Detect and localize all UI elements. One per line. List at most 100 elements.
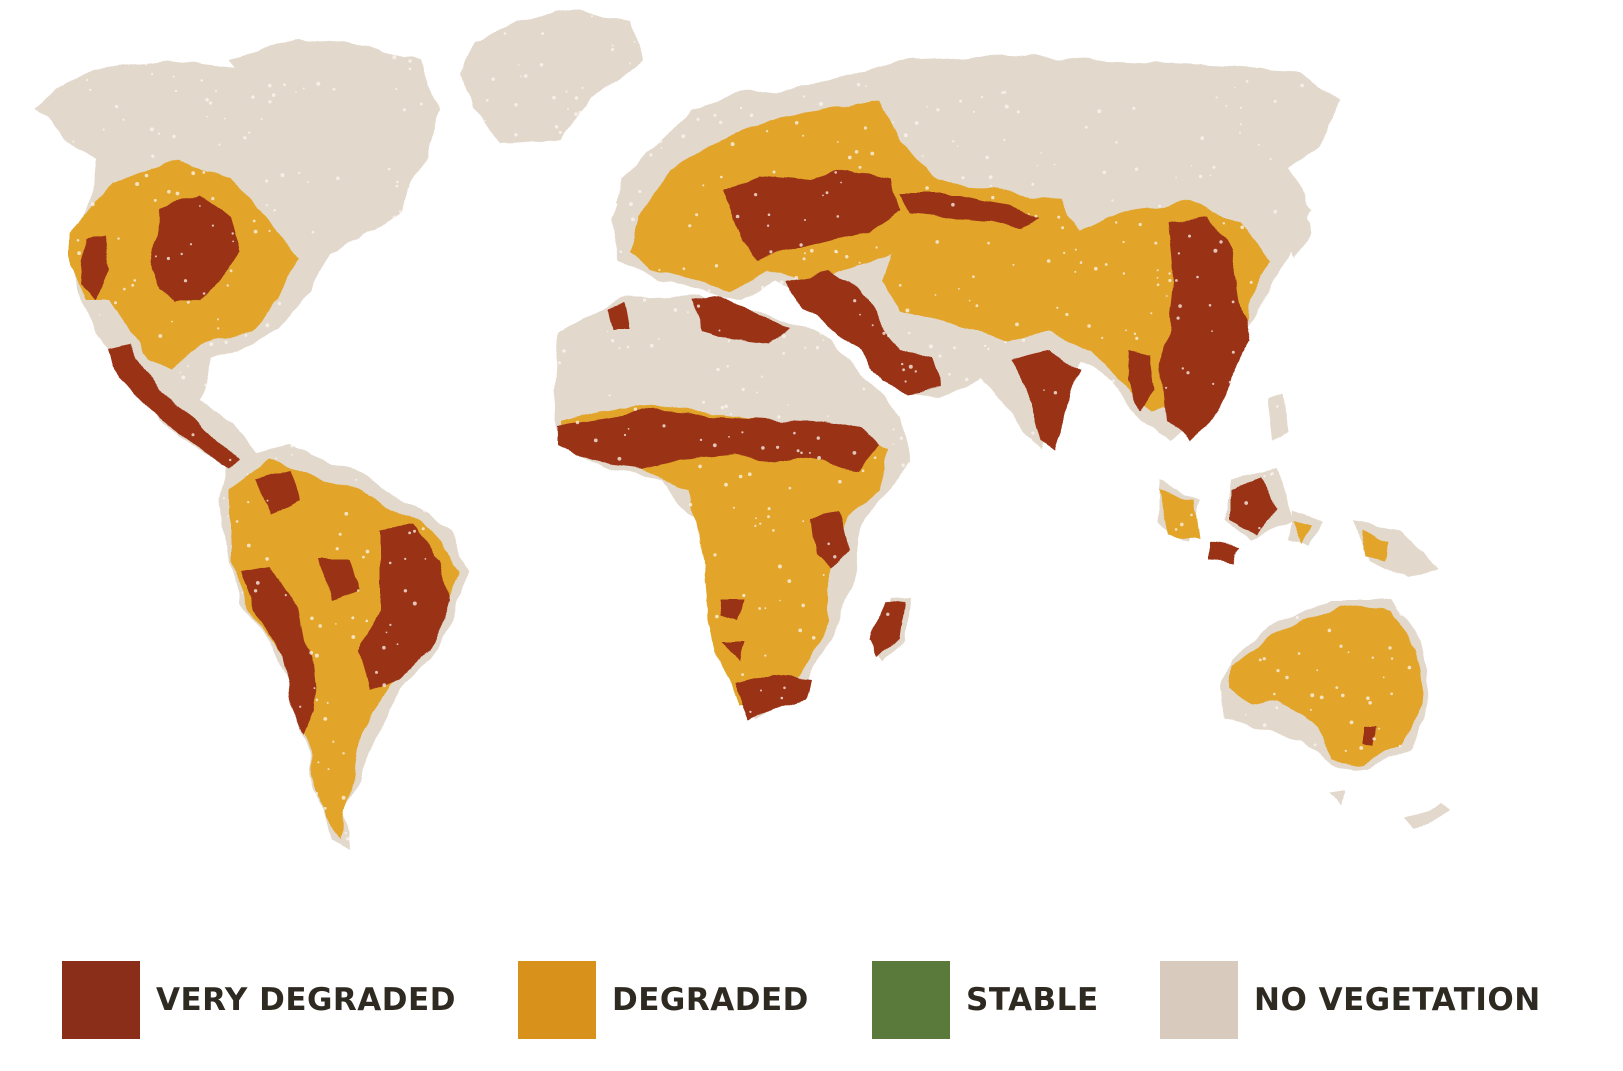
speckle-dot — [158, 334, 163, 338]
speckle-dot — [122, 463, 125, 466]
speckle-dot — [698, 464, 702, 469]
speckle-dot — [211, 546, 215, 550]
speckle-dot — [840, 181, 842, 184]
speckle-dot — [700, 701, 702, 704]
speckle-dot — [100, 516, 105, 520]
speckle-dot — [1102, 170, 1107, 175]
speckle-dot — [766, 224, 770, 227]
speckle-dot — [896, 683, 900, 686]
speckle-dot — [418, 793, 421, 795]
speckle-dot — [908, 364, 913, 369]
speckle-dot — [808, 451, 811, 454]
speckle-dot — [611, 44, 614, 47]
speckle-dot — [871, 324, 874, 327]
speckle-dot — [382, 233, 386, 237]
speckle-dot — [1234, 86, 1236, 89]
speckle-dot — [1225, 104, 1228, 107]
speckle-dot — [748, 472, 752, 477]
speckle-dot — [959, 99, 963, 103]
speckle-dot — [811, 706, 814, 710]
speckle-dot — [135, 182, 140, 186]
speckle-dot — [1212, 165, 1216, 169]
speckle-dot — [1316, 669, 1319, 672]
speckle-dot — [85, 78, 89, 82]
speckle-dot — [375, 670, 378, 674]
speckle-dot — [575, 420, 580, 425]
world-vegetation-map — [35, 10, 1451, 850]
speckle-dot — [131, 283, 135, 287]
speckle-dot — [827, 415, 829, 418]
speckle-dot — [241, 615, 245, 619]
speckle-dot — [246, 543, 251, 548]
speckle-dot — [899, 436, 904, 440]
speckle-dot — [720, 405, 725, 410]
speckle-dot — [822, 194, 824, 197]
speckle-dot — [229, 269, 233, 273]
speckle-dot — [1349, 720, 1354, 725]
very-degraded-sahel — [560, 410, 880, 470]
speckle-dot — [520, 75, 522, 78]
speckle-dot — [627, 428, 630, 430]
speckle-dot — [1176, 316, 1180, 320]
speckle-dot — [1300, 83, 1304, 88]
speckle-dot — [418, 773, 423, 778]
speckle-dot — [779, 599, 781, 602]
speckle-dot — [827, 542, 830, 546]
speckle-dot — [318, 624, 323, 628]
speckle-dot — [58, 820, 61, 823]
speckle-dot — [562, 185, 566, 189]
speckle-dot — [593, 438, 598, 443]
speckle-dot — [565, 90, 568, 93]
speckle-dot — [984, 344, 987, 348]
speckle-dot — [255, 686, 260, 691]
speckle-dot — [764, 654, 767, 657]
speckle-dot — [199, 205, 201, 207]
speckle-dot — [172, 134, 176, 139]
speckle-dot — [272, 360, 275, 364]
speckle-dot — [891, 695, 894, 698]
speckle-dot — [377, 361, 382, 366]
speckle-dot — [907, 516, 911, 521]
speckle-dot — [269, 687, 272, 690]
speckle-dot — [1177, 252, 1181, 255]
speckle-dot — [760, 285, 765, 290]
speckle-dot — [126, 570, 129, 573]
speckle-dot — [57, 52, 60, 56]
speckle-dot — [793, 431, 796, 435]
speckle-dot — [408, 757, 411, 760]
speckle-dot — [695, 695, 699, 698]
speckle-dot — [824, 726, 827, 729]
speckle-dot — [1104, 263, 1108, 266]
speckle-dot — [234, 55, 237, 58]
speckle-dot — [1298, 416, 1302, 419]
speckle-dot — [410, 48, 415, 53]
speckle-dot — [236, 646, 241, 651]
speckle-dot — [114, 658, 117, 661]
speckle-dot — [491, 77, 496, 81]
speckle-dot — [845, 255, 849, 259]
speckle-dot — [688, 503, 693, 507]
speckle-dot — [719, 120, 723, 125]
speckle-dot — [817, 456, 821, 460]
speckle-dot — [114, 104, 119, 109]
speckle-dot — [308, 312, 311, 315]
speckle-dot — [801, 603, 805, 608]
speckle-dot — [77, 449, 80, 452]
speckle-dot — [399, 837, 404, 842]
speckle-dot — [426, 64, 431, 68]
speckle-dot — [631, 217, 635, 222]
speckle-dot — [463, 113, 466, 115]
speckle-dot — [1201, 511, 1204, 515]
speckle-dot — [554, 125, 559, 129]
speckle-dot — [1347, 651, 1350, 654]
speckle-dot — [769, 250, 773, 254]
speckle-dot — [787, 579, 792, 583]
speckle-dot — [730, 142, 735, 147]
speckle-dot — [1101, 336, 1104, 339]
speckle-dot — [408, 59, 412, 63]
speckle-dot — [262, 798, 266, 803]
speckle-dot — [802, 134, 805, 137]
speckle-dot — [742, 593, 746, 598]
speckle-dot — [260, 118, 263, 120]
speckle-dot — [385, 631, 388, 634]
